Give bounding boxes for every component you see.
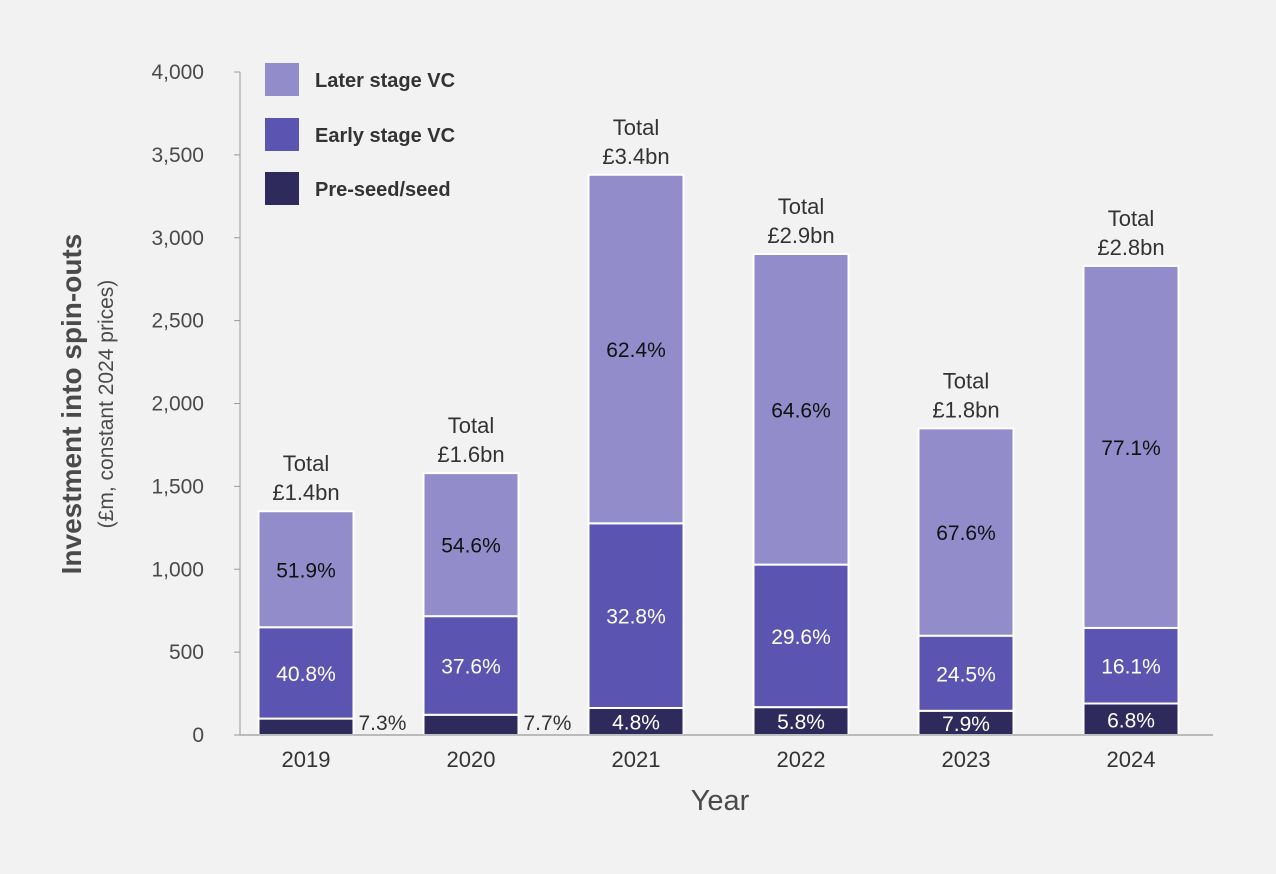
bar-data-label: 40.8%: [276, 663, 336, 686]
y-tick-label: 1,000: [151, 558, 204, 581]
x-axis-title: Year: [691, 785, 750, 817]
bar-segment: [752, 252, 850, 566]
legend: Later stage VC Early stage VC Pre-seed/see…: [265, 63, 455, 205]
bar-segment: [917, 634, 1015, 712]
bar-data-label: 5.8%: [777, 711, 825, 734]
bar-total-label: £2.8bn: [1097, 235, 1164, 260]
bar-data-label: 62.4%: [606, 339, 666, 362]
x-tick-label: 2024: [1107, 747, 1156, 772]
bar-total-label: Total: [943, 368, 989, 393]
x-axis: 2019 2020 2021 2022 2023 2024: [240, 734, 1213, 772]
bar-segment: [257, 717, 355, 737]
bar-data-label: 54.6%: [441, 535, 501, 558]
x-tick-label: 2022: [777, 747, 826, 772]
y-axis-title: Investment into spin-outs: [56, 234, 87, 575]
x-tick-label: 2021: [612, 747, 661, 772]
legend-label: Pre-seed/seed: [315, 179, 451, 201]
x-tick-label: 2023: [942, 747, 991, 772]
bar-data-label: 7.9%: [942, 713, 990, 736]
bar-data-label: 6.8%: [1107, 709, 1155, 732]
bar-segment: [917, 427, 1015, 637]
bar-segment: [587, 173, 685, 525]
bar-data-label: 51.9%: [276, 559, 336, 582]
y-axis-subtitle: (£m, constant 2024 prices): [95, 280, 118, 529]
y-tick-label: 4,000: [151, 61, 204, 84]
legend-swatch: [265, 63, 299, 96]
bar-total-label: £1.6bn: [437, 442, 504, 467]
bar-segment: [422, 472, 520, 618]
bar-data-label: 24.5%: [936, 663, 996, 686]
bar-segment: [1082, 264, 1180, 629]
bar-data-label: 7.3%: [359, 712, 407, 735]
bar-segment: [587, 522, 685, 709]
bar-segment: [587, 706, 685, 736]
bar-total-label: Total: [283, 451, 329, 476]
y-tick-label: 2,000: [151, 393, 204, 416]
legend-label: Early stage VC: [315, 125, 455, 147]
y-tick-label: 500: [169, 641, 204, 664]
bar-total-label: £1.4bn: [272, 480, 339, 505]
x-tick-label: 2020: [447, 747, 496, 772]
y-tick-label: 2,500: [151, 310, 204, 333]
bar-data-label: 67.6%: [936, 522, 996, 545]
bar-data-label: 77.1%: [1101, 437, 1161, 460]
bar-data-label: 32.8%: [606, 606, 666, 629]
bar-total-label: Total: [613, 115, 659, 140]
bars: 7.3% 40.8% 51.9% Total £1.4bn 7.7% 37.6% 54.6% T…: [257, 115, 1180, 737]
y-axis: 0 500 1,000 1,500 2,000 2,500 3,000 3,500 4,000: [151, 61, 241, 747]
y-tick-label: 1,500: [151, 475, 204, 498]
legend-label: Later stage VC: [315, 70, 455, 92]
legend-swatch: [265, 118, 299, 151]
bar-data-label: 64.6%: [771, 399, 831, 422]
y-tick-label: 3,500: [151, 144, 204, 167]
bar-data-label: 4.8%: [612, 711, 660, 734]
bar-segment: [422, 713, 520, 737]
bar-total-label: Total: [448, 413, 494, 438]
bar-total-label: Total: [778, 194, 824, 219]
y-tick-label: 3,000: [151, 227, 204, 250]
bar-total-label: £1.8bn: [932, 397, 999, 422]
bar-segment: [422, 615, 520, 716]
x-tick-label: 2019: [282, 747, 331, 772]
bar-segment: [257, 510, 355, 629]
bar-data-label: 7.7%: [524, 712, 572, 735]
bar-data-label: 29.6%: [771, 626, 831, 649]
y-tick-label: 0: [192, 724, 204, 747]
legend-swatch: [265, 172, 299, 205]
bar-total-label: £3.4bn: [602, 144, 669, 169]
bar-data-label: 37.6%: [441, 655, 501, 678]
bar-total-label: £2.9bn: [767, 223, 834, 248]
bar-total-label: Total: [1108, 206, 1154, 231]
bar-segment: [752, 563, 850, 709]
bar-data-label: 16.1%: [1101, 656, 1161, 679]
